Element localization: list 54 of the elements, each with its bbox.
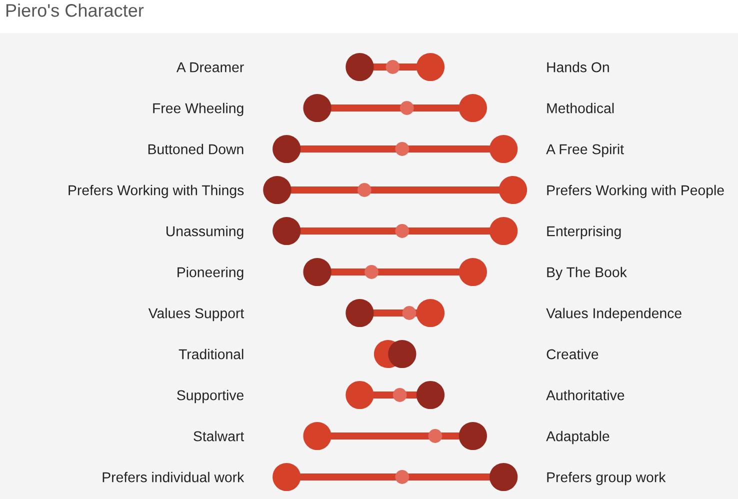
point bbox=[386, 60, 400, 74]
point bbox=[428, 429, 442, 443]
point bbox=[458, 258, 487, 286]
point bbox=[395, 470, 410, 484]
point bbox=[490, 462, 518, 492]
point bbox=[498, 176, 528, 204]
point bbox=[490, 216, 518, 246]
point bbox=[490, 134, 518, 164]
point bbox=[358, 183, 372, 197]
y-tick-label: Values Support bbox=[148, 308, 244, 322]
y-tick-label: Prefers individual work bbox=[102, 472, 244, 482]
y-tick-label: Pioneering bbox=[178, 266, 244, 280]
point bbox=[402, 306, 416, 320]
y2-tick-label: Adaptable bbox=[546, 430, 610, 444]
point bbox=[303, 258, 332, 286]
point bbox=[400, 101, 414, 115]
y2-tick-label: Authoritative bbox=[546, 390, 624, 400]
y-tick-label: Traditional bbox=[178, 348, 244, 360]
point bbox=[346, 380, 374, 410]
point bbox=[388, 340, 416, 368]
y2-tick-label: Methodical bbox=[547, 102, 614, 114]
y-tick-label: A Dreamer bbox=[176, 62, 244, 72]
point bbox=[272, 216, 301, 246]
text: Piero's Character bbox=[6, 4, 144, 17]
y2-tick-label: A Free Spirit bbox=[546, 144, 624, 158]
point bbox=[392, 388, 407, 402]
y2-tick-label: By The Book bbox=[547, 266, 627, 280]
point bbox=[303, 422, 332, 450]
point bbox=[272, 134, 301, 164]
point bbox=[346, 52, 374, 82]
y-tick-label: Stalwart bbox=[194, 430, 244, 442]
point bbox=[458, 422, 487, 450]
y-tick-label: Unassuming bbox=[166, 226, 244, 240]
point bbox=[303, 94, 332, 122]
point bbox=[263, 176, 292, 204]
y-tick-label: Buttoned Down bbox=[148, 144, 244, 154]
point bbox=[395, 224, 410, 238]
y2-tick-label: Creative bbox=[546, 348, 598, 360]
point bbox=[416, 298, 445, 328]
y2-tick-label: Hands On bbox=[547, 62, 609, 72]
point bbox=[346, 298, 374, 328]
y2-tick-label: Enterprising bbox=[547, 226, 621, 240]
point bbox=[364, 265, 378, 279]
point bbox=[272, 462, 301, 492]
y-tick-label: Supportive bbox=[177, 390, 244, 404]
y-tick-label: Free Wheeling bbox=[153, 102, 244, 116]
point bbox=[416, 52, 445, 82]
y-tick-label: Prefers Working with Things bbox=[68, 184, 244, 198]
y2-tick-label: Prefers Working with People bbox=[547, 184, 724, 198]
point bbox=[395, 142, 410, 156]
y2-tick-label: Values Independence bbox=[546, 308, 682, 322]
y2-tick-label: Prefers group work bbox=[547, 472, 666, 486]
point bbox=[458, 94, 487, 122]
point bbox=[416, 380, 445, 410]
